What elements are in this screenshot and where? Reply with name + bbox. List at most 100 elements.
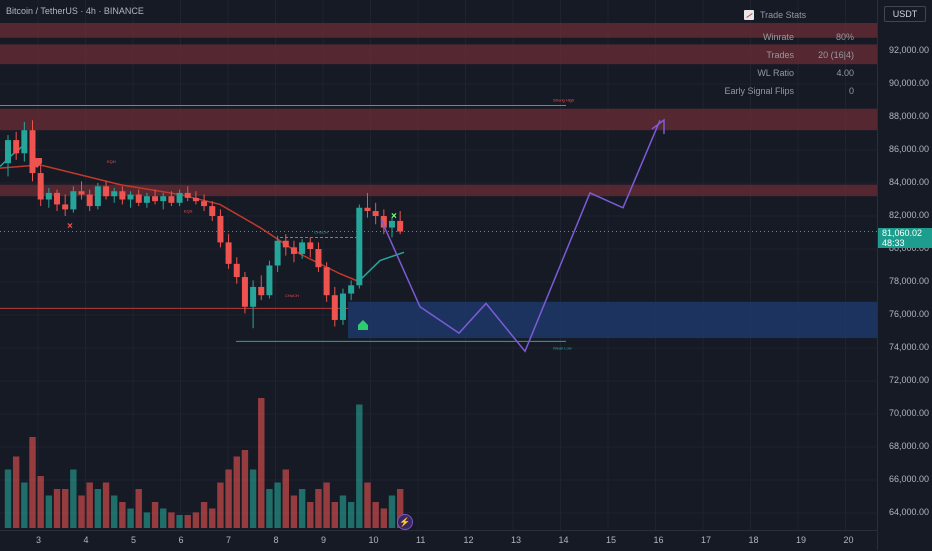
- time-axis-label: 14: [558, 535, 569, 545]
- time-axis-label: 3: [36, 535, 42, 545]
- projection-path: [380, 120, 661, 353]
- volume-bar: [184, 515, 191, 528]
- stat-label: Trades: [766, 50, 794, 60]
- price-axis-label: 92,000.00: [888, 45, 929, 55]
- price-axis-label: 88,000.00: [888, 111, 929, 121]
- volume-bar: [12, 456, 20, 528]
- choch-label-2: CHoCH: [285, 293, 299, 298]
- candle-body: [62, 204, 69, 210]
- projection-arrowhead: [651, 118, 665, 134]
- volume-bar: [241, 450, 249, 528]
- price-axis-label: 80,000.00: [888, 243, 929, 253]
- time-axis-label: 19: [796, 535, 807, 545]
- volume-bar: [192, 512, 200, 528]
- time-axis-label: 7: [226, 535, 232, 545]
- volume-bar: [45, 495, 53, 528]
- candle-body: [225, 242, 232, 264]
- price-axis-label: 78,000.00: [888, 276, 929, 286]
- demand-zone: [348, 301, 877, 339]
- candle-body: [70, 191, 77, 210]
- candle-body: [380, 216, 387, 228]
- volume-bar: [78, 495, 85, 528]
- volume-bar: [339, 495, 347, 528]
- candle-body: [160, 196, 167, 202]
- stat-row-winrate: Winrate 80%: [736, 32, 854, 46]
- volume-bar: [290, 495, 298, 528]
- time-axis-label: 6: [178, 535, 184, 545]
- volume-bar: [274, 482, 281, 528]
- resistance-zone: [0, 44, 877, 65]
- candle-body: [152, 196, 159, 202]
- candle-body: [29, 130, 36, 174]
- volume-bar: [151, 502, 159, 528]
- price-axis-label: 74,000.00: [888, 342, 929, 352]
- candle-body: [348, 285, 355, 294]
- candle-body: [339, 293, 346, 320]
- volume-bar: [266, 489, 273, 528]
- time-axis-label: 10: [368, 535, 379, 545]
- candle-body: [78, 191, 85, 195]
- volume-bar: [372, 502, 379, 528]
- candle-body: [209, 206, 216, 216]
- volume-bar: [111, 495, 118, 528]
- stat-value: 0: [848, 86, 854, 96]
- price-axis-label: 64,000.00: [888, 507, 929, 517]
- candle-body: [192, 197, 199, 202]
- volume-bar: [29, 437, 36, 528]
- candle-body: [258, 286, 265, 296]
- candle-body: [372, 211, 379, 216]
- lightning-icon[interactable]: ⚡: [397, 514, 413, 530]
- time-axis-label: 20: [843, 535, 854, 545]
- volume-bar: [258, 398, 265, 528]
- currency-selector[interactable]: USDT: [884, 6, 926, 22]
- candle-body: [119, 191, 126, 200]
- volume-bar: [200, 502, 208, 528]
- price-axis-label: 90,000.00: [888, 78, 929, 88]
- candle-body: [241, 277, 248, 307]
- candle-body: [388, 220, 395, 228]
- candle-body: [315, 249, 322, 268]
- volume-bar: [94, 489, 102, 528]
- resistance-zone: [0, 108, 877, 131]
- price-axis-label: 86,000.00: [888, 144, 929, 154]
- candle-body: [111, 191, 118, 197]
- time-axis-label: 9: [321, 535, 327, 545]
- candle-body: [299, 242, 306, 254]
- candle-body: [274, 240, 281, 266]
- volume-bar: [388, 495, 396, 528]
- volume-bar: [61, 489, 69, 528]
- sell-signal-marker: [32, 158, 42, 168]
- stats-chart-icon: [744, 10, 754, 20]
- volume-bar: [380, 508, 388, 528]
- volume-bar: [70, 469, 77, 528]
- time-axis-label: 15: [606, 535, 617, 545]
- volume-bar: [4, 469, 12, 528]
- time-axis[interactable]: 3 4 5 6 7 8 9 10 11 12 13 14 15 16 17 18 19 20: [0, 530, 877, 551]
- stat-row-trades: Trades 20 (16|4): [736, 50, 854, 64]
- bar-countdown: 48:33: [882, 238, 905, 248]
- strong-high-label: Strong High: [553, 97, 574, 102]
- resistance-zone: [0, 184, 877, 197]
- price-axis-label: 84,000.00: [888, 177, 929, 187]
- stat-row-early-signal-flips: Early Signal Flips 0: [724, 86, 854, 100]
- stat-label: Winrate: [762, 32, 794, 42]
- candle-body: [94, 186, 101, 207]
- volume-bar: [127, 508, 134, 528]
- candle-body: [290, 247, 297, 254]
- volume-bar: [282, 469, 289, 528]
- signal-line: [357, 251, 405, 283]
- candle-body: [184, 192, 191, 198]
- volume-bar: [86, 482, 93, 528]
- time-axis-label: 4: [83, 535, 89, 545]
- stat-value: 20 (16|4): [818, 50, 854, 60]
- eqs-label: EQS: [184, 209, 193, 214]
- volume-bar: [119, 502, 126, 528]
- candle-body: [323, 267, 330, 296]
- time-axis-label: 16: [653, 535, 664, 545]
- candle-body: [168, 196, 175, 203]
- volume-bar: [135, 489, 142, 528]
- symbol-title: Bitcoin / TetherUS · 4h · BINANCE: [6, 6, 144, 16]
- price-axis[interactable]: USDT 92,000.00 90,000.00 88,000.00 86,000.0…: [877, 0, 932, 550]
